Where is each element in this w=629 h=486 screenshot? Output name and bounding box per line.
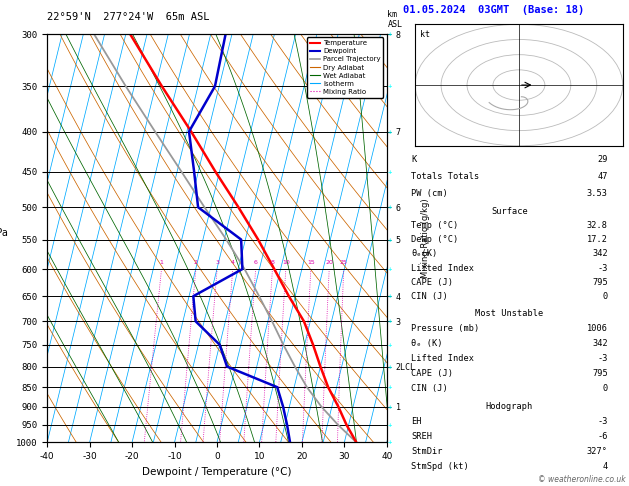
Text: 795: 795 bbox=[592, 369, 608, 378]
Text: +: + bbox=[388, 237, 392, 243]
Text: 6: 6 bbox=[253, 260, 258, 265]
Text: Most Unstable: Most Unstable bbox=[476, 309, 543, 318]
Text: 1006: 1006 bbox=[587, 324, 608, 333]
Text: 47: 47 bbox=[598, 172, 608, 181]
Text: 795: 795 bbox=[592, 278, 608, 287]
Y-axis label: hPa: hPa bbox=[0, 228, 8, 238]
Text: +: + bbox=[388, 83, 392, 89]
Text: Hodograph: Hodograph bbox=[486, 401, 533, 411]
Text: kt: kt bbox=[420, 30, 430, 39]
Text: CIN (J): CIN (J) bbox=[411, 292, 448, 301]
Text: Temp (°C): Temp (°C) bbox=[411, 221, 459, 230]
Text: +: + bbox=[388, 364, 392, 369]
Text: km
ASL: km ASL bbox=[387, 10, 403, 29]
Text: +: + bbox=[388, 318, 392, 324]
Text: 8: 8 bbox=[270, 260, 274, 265]
Text: -6: -6 bbox=[598, 432, 608, 441]
Text: Dewp (°C): Dewp (°C) bbox=[411, 235, 459, 244]
Text: +: + bbox=[388, 422, 392, 428]
Text: -3: -3 bbox=[598, 417, 608, 426]
Text: 22°59'N  277°24'W  65m ASL: 22°59'N 277°24'W 65m ASL bbox=[47, 12, 209, 22]
Text: -3: -3 bbox=[598, 264, 608, 273]
Text: +: + bbox=[388, 204, 392, 210]
Y-axis label: Mixing Ratio (g/kg): Mixing Ratio (g/kg) bbox=[421, 198, 430, 278]
Text: +: + bbox=[388, 169, 392, 174]
Text: 1: 1 bbox=[160, 260, 164, 265]
Text: 3: 3 bbox=[215, 260, 219, 265]
Text: © weatheronline.co.uk: © weatheronline.co.uk bbox=[538, 474, 626, 484]
Text: 342: 342 bbox=[592, 339, 608, 348]
Legend: Temperature, Dewpoint, Parcel Trajectory, Dry Adiabat, Wet Adiabat, Isotherm, Mi: Temperature, Dewpoint, Parcel Trajectory… bbox=[307, 37, 383, 98]
X-axis label: Dewpoint / Temperature (°C): Dewpoint / Temperature (°C) bbox=[142, 467, 292, 477]
Text: PW (cm): PW (cm) bbox=[411, 189, 448, 198]
Text: 327°: 327° bbox=[587, 447, 608, 456]
Text: 2: 2 bbox=[194, 260, 198, 265]
Text: Lifted Index: Lifted Index bbox=[411, 354, 474, 363]
Text: EH: EH bbox=[411, 417, 421, 426]
Text: Lifted Index: Lifted Index bbox=[411, 264, 474, 273]
Text: 01.05.2024  03GMT  (Base: 18): 01.05.2024 03GMT (Base: 18) bbox=[403, 4, 584, 15]
Text: CAPE (J): CAPE (J) bbox=[411, 278, 453, 287]
Text: +: + bbox=[388, 129, 392, 135]
Text: 4: 4 bbox=[603, 462, 608, 471]
Text: +: + bbox=[388, 293, 392, 299]
Text: 15: 15 bbox=[307, 260, 314, 265]
Text: +: + bbox=[388, 439, 392, 445]
Text: 342: 342 bbox=[592, 249, 608, 259]
Text: 29: 29 bbox=[598, 155, 608, 164]
Text: CIN (J): CIN (J) bbox=[411, 384, 448, 393]
Text: K: K bbox=[411, 155, 416, 164]
Text: +: + bbox=[388, 384, 392, 390]
Text: 17.2: 17.2 bbox=[587, 235, 608, 244]
Text: +: + bbox=[388, 342, 392, 347]
Text: +: + bbox=[388, 403, 392, 410]
Text: +: + bbox=[388, 31, 392, 37]
Text: 10: 10 bbox=[282, 260, 290, 265]
Text: θₑ (K): θₑ (K) bbox=[411, 339, 443, 348]
Text: SREH: SREH bbox=[411, 432, 432, 441]
Text: StmSpd (kt): StmSpd (kt) bbox=[411, 462, 469, 471]
Text: +: + bbox=[388, 266, 392, 272]
Text: Surface: Surface bbox=[491, 207, 528, 216]
Text: Pressure (mb): Pressure (mb) bbox=[411, 324, 479, 333]
Text: 0: 0 bbox=[603, 384, 608, 393]
Text: 4: 4 bbox=[231, 260, 235, 265]
Text: 20: 20 bbox=[325, 260, 333, 265]
Text: -3: -3 bbox=[598, 354, 608, 363]
Text: CAPE (J): CAPE (J) bbox=[411, 369, 453, 378]
Text: Totals Totals: Totals Totals bbox=[411, 172, 479, 181]
Text: 0: 0 bbox=[603, 292, 608, 301]
Text: 3.53: 3.53 bbox=[587, 189, 608, 198]
Text: 25: 25 bbox=[340, 260, 348, 265]
Text: StmDir: StmDir bbox=[411, 447, 443, 456]
Text: θₑ(K): θₑ(K) bbox=[411, 249, 437, 259]
Text: 32.8: 32.8 bbox=[587, 221, 608, 230]
